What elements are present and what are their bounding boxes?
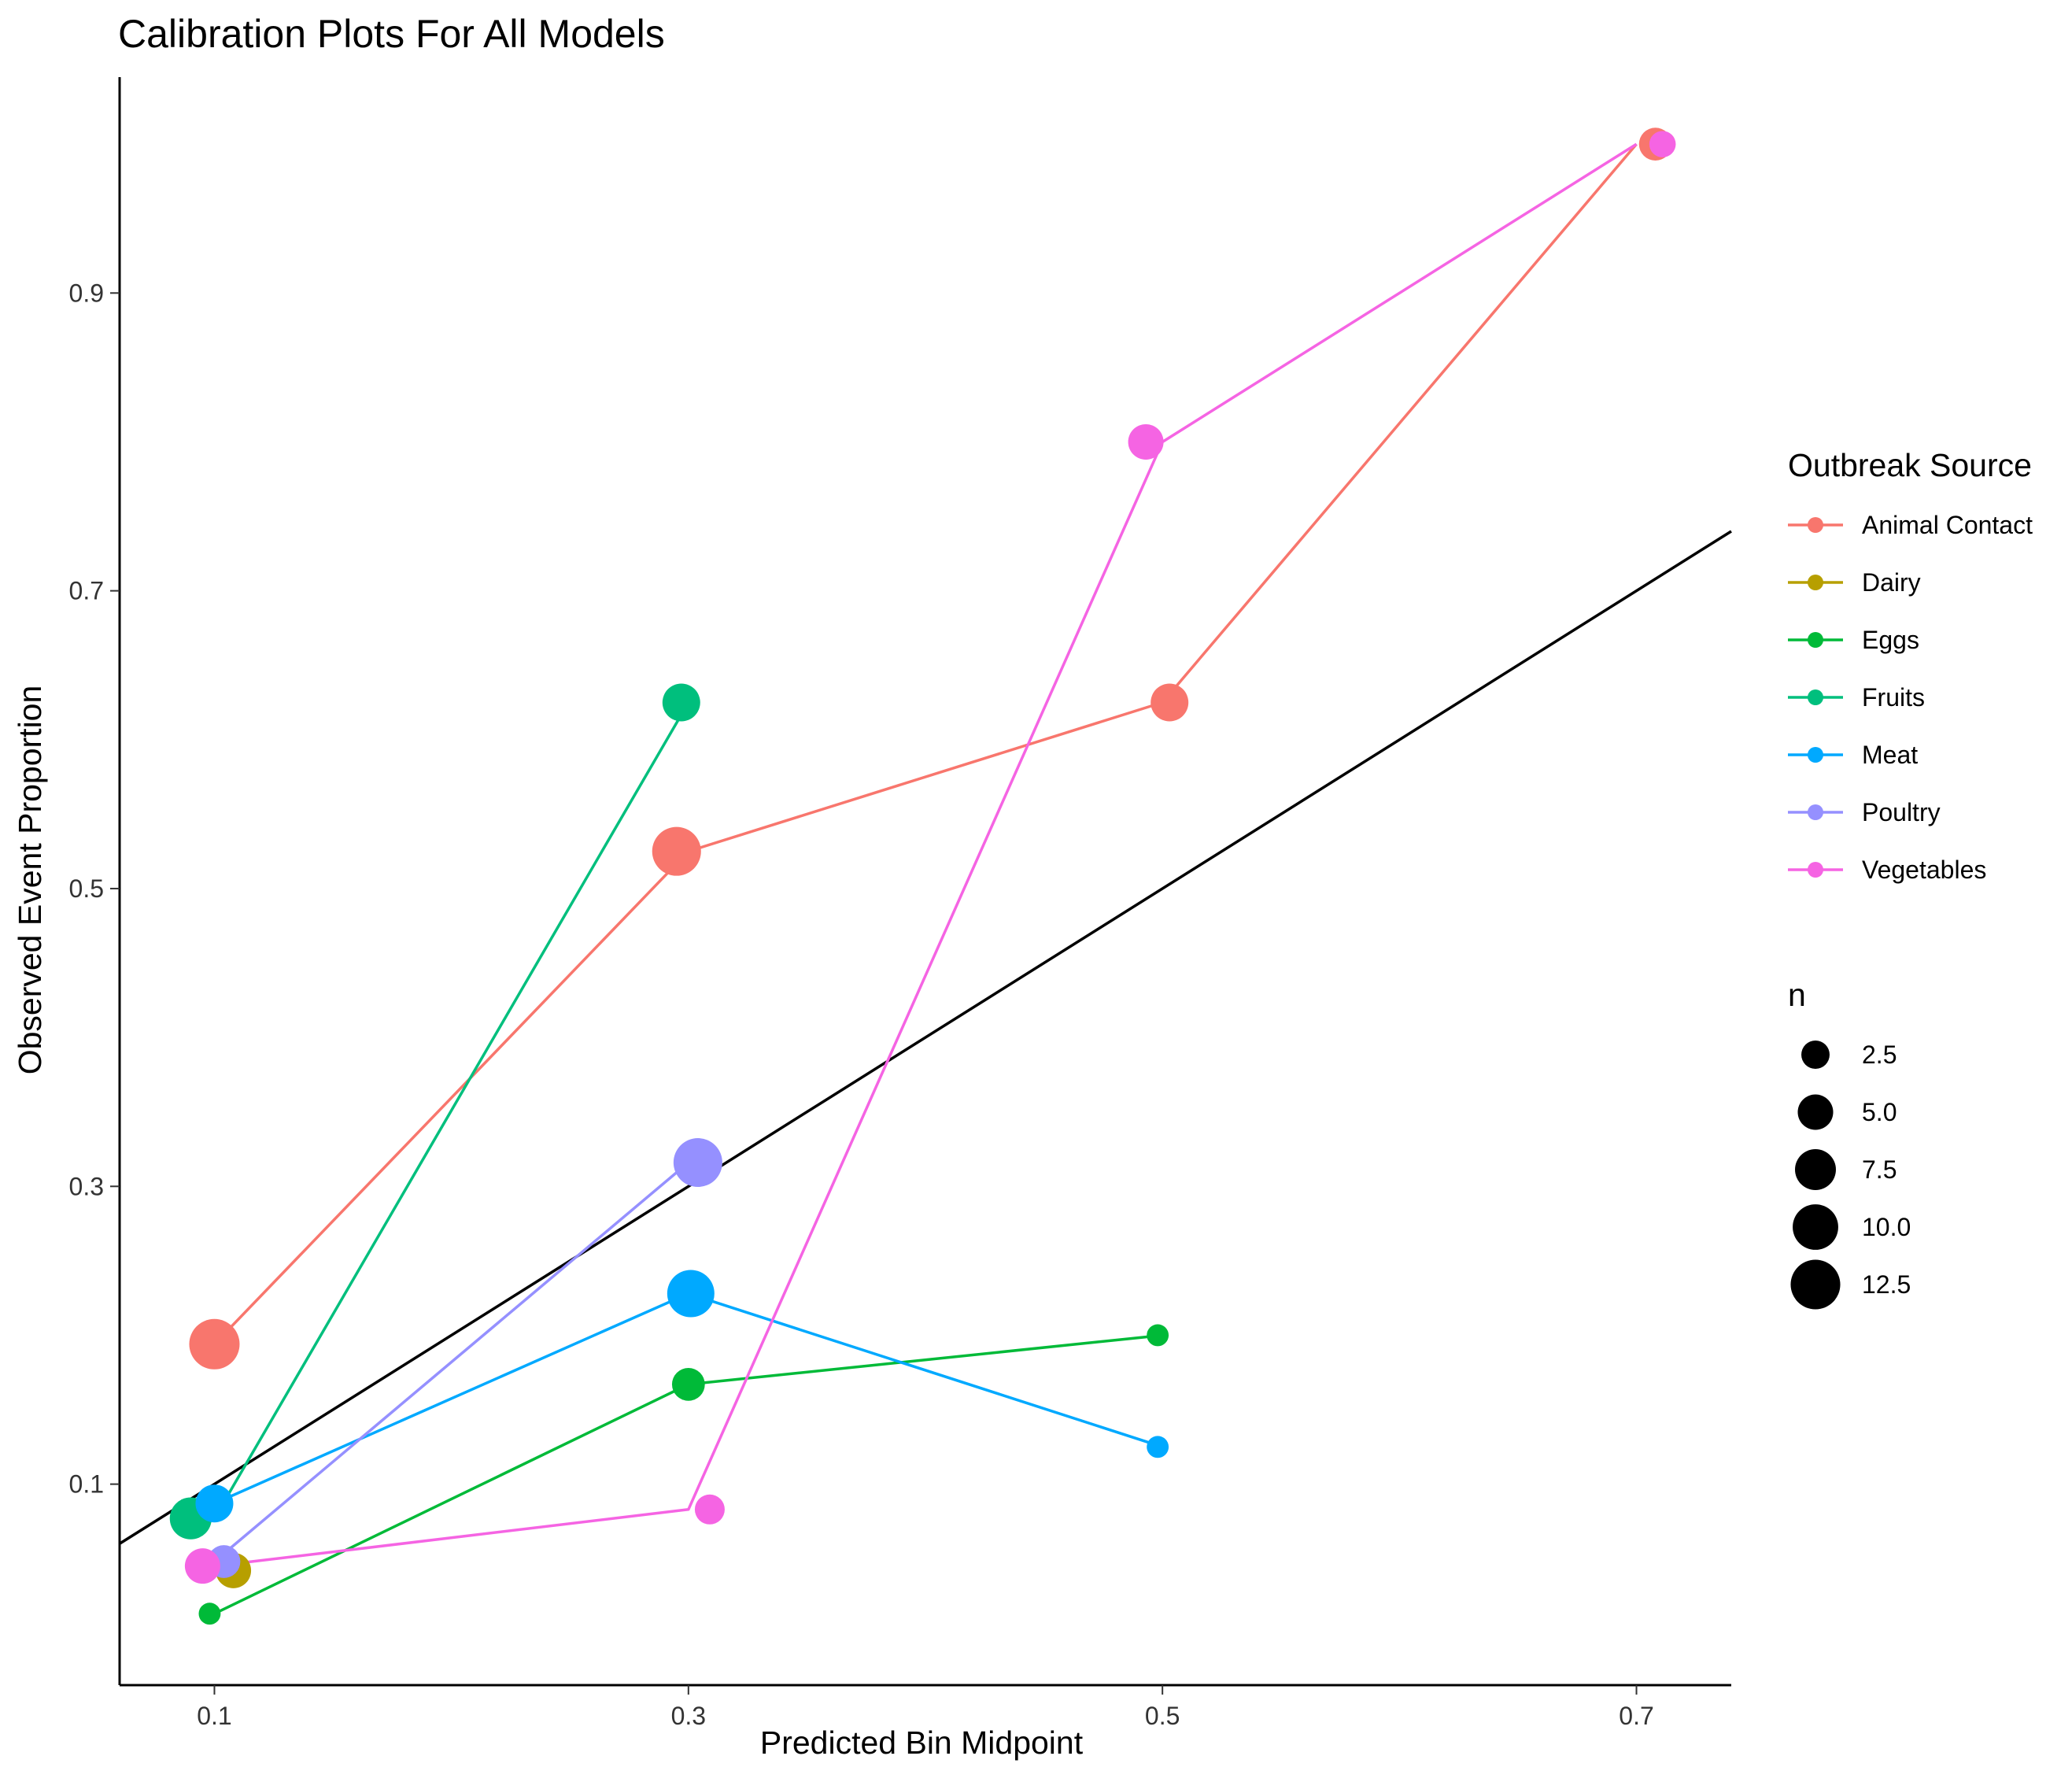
- legend-item-animal-contact: Animal Contact: [1788, 511, 2033, 539]
- y-axis-title: Observed Event Proportion: [12, 686, 48, 1075]
- legend-size-dot: [1793, 1204, 1838, 1250]
- legend-size-label: 7.5: [1862, 1155, 1897, 1184]
- y-tick-label: 0.9: [69, 279, 104, 307]
- data-point-eggs: [671, 1368, 705, 1401]
- series-line-poultry: [213, 1161, 689, 1563]
- legend-label: Eggs: [1862, 626, 1919, 654]
- legend-key-dot: [1808, 632, 1823, 648]
- x-tick-label: 0.5: [1145, 1702, 1180, 1730]
- y-tick-label: 0.3: [69, 1172, 104, 1200]
- legend-size-label: 12.5: [1862, 1270, 1911, 1299]
- data-point-meat: [667, 1270, 715, 1318]
- series-line-vegetables: [214, 142, 1638, 1568]
- legend-label: Meat: [1862, 741, 1918, 769]
- legend-size-item: 5.0: [1797, 1094, 1897, 1130]
- legend-size-label: 2.5: [1862, 1041, 1897, 1069]
- data-point-vegetables: [1649, 131, 1676, 157]
- legend-size-item: 10.0: [1793, 1204, 1911, 1250]
- reference-diagonal-line: [119, 530, 1732, 1545]
- legend-item-poultry: Poultry: [1788, 798, 1941, 826]
- legend-size-item: 2.5: [1801, 1041, 1897, 1069]
- legend-label: Vegetables: [1862, 856, 1986, 884]
- y-axis-ticks: 0.1 0.3 0.5 0.7 0.9: [69, 279, 120, 1499]
- legend-item-meat: Meat: [1788, 741, 1918, 769]
- legend-key-dot: [1808, 575, 1823, 590]
- series-lines-layer: [212, 142, 1638, 1615]
- legend-key-dot: [1808, 517, 1823, 533]
- y-tick-label: 0.7: [69, 577, 104, 605]
- reference-line-layer: [119, 530, 1732, 1545]
- y-tick-label: 0.5: [69, 874, 104, 903]
- legend-size-dot: [1795, 1149, 1836, 1190]
- data-point-meat: [1147, 1436, 1169, 1458]
- legend-n: n 2.5 5.0 7.5 10.0 12.5: [1788, 977, 1911, 1310]
- series-line-animal-contact: [213, 142, 1638, 1346]
- legend-size-dot: [1801, 1041, 1830, 1069]
- x-axis-ticks: 0.1 0.3 0.5 0.7: [197, 1685, 1654, 1730]
- x-tick-label: 0.7: [1619, 1702, 1653, 1730]
- legend-size-label: 5.0: [1862, 1098, 1897, 1126]
- legend-label: Dairy: [1862, 568, 1921, 597]
- legend-size-title: n: [1788, 977, 1806, 1013]
- x-tick-label: 0.1: [197, 1702, 231, 1730]
- legend-label: Fruits: [1862, 683, 1925, 712]
- legend-color-title: Outbreak Source: [1788, 447, 2032, 483]
- data-point-animal-contact: [1150, 683, 1189, 722]
- chart-title: Calibration Plots For All Models: [118, 12, 665, 56]
- legend-item-eggs: Eggs: [1788, 626, 1919, 654]
- x-tick-label: 0.3: [671, 1702, 706, 1730]
- axes: 0.1 0.3 0.5 0.7 0.1 0.3 0.5 0.7 0.9: [69, 77, 1731, 1730]
- legend-key-dot: [1808, 747, 1823, 763]
- data-point-vegetables: [694, 1494, 725, 1525]
- data-point-eggs: [1147, 1324, 1169, 1347]
- data-point-vegetables: [184, 1548, 220, 1584]
- legend-item-dairy: Dairy: [1788, 568, 1921, 597]
- data-point-fruits: [662, 683, 700, 722]
- y-tick-label: 0.1: [69, 1470, 104, 1499]
- data-point-animal-contact: [189, 1318, 240, 1370]
- series-line-fruits: [212, 701, 690, 1520]
- legend-key-dot: [1808, 862, 1823, 878]
- series-points-layer: [169, 128, 1676, 1625]
- legend-size-item: 12.5: [1790, 1259, 1911, 1310]
- legend-key-dot: [1808, 804, 1823, 820]
- plot-area: [119, 128, 1732, 1625]
- legend-label: Animal Contact: [1862, 511, 2033, 539]
- data-point-poultry: [673, 1138, 722, 1188]
- legend-item-fruits: Fruits: [1788, 683, 1925, 712]
- data-point-vegetables: [1128, 423, 1164, 460]
- x-axis-title: Predicted Bin Midpoint: [760, 1724, 1084, 1761]
- legend-label: Poultry: [1862, 798, 1941, 826]
- data-point-animal-contact: [652, 826, 701, 876]
- legend-size-dot: [1797, 1094, 1834, 1130]
- legend-size-label: 10.0: [1862, 1213, 1911, 1241]
- data-point-meat: [195, 1484, 234, 1523]
- legend-size-item: 7.5: [1795, 1149, 1897, 1190]
- legend-outbreak-source: Outbreak Source Animal Contact Dairy Eggs F…: [1788, 447, 2033, 884]
- legend-key-dot: [1808, 689, 1823, 705]
- data-point-eggs: [198, 1602, 221, 1625]
- legend-item-vegetables: Vegetables: [1788, 856, 1986, 884]
- legend-size-dot: [1790, 1259, 1841, 1310]
